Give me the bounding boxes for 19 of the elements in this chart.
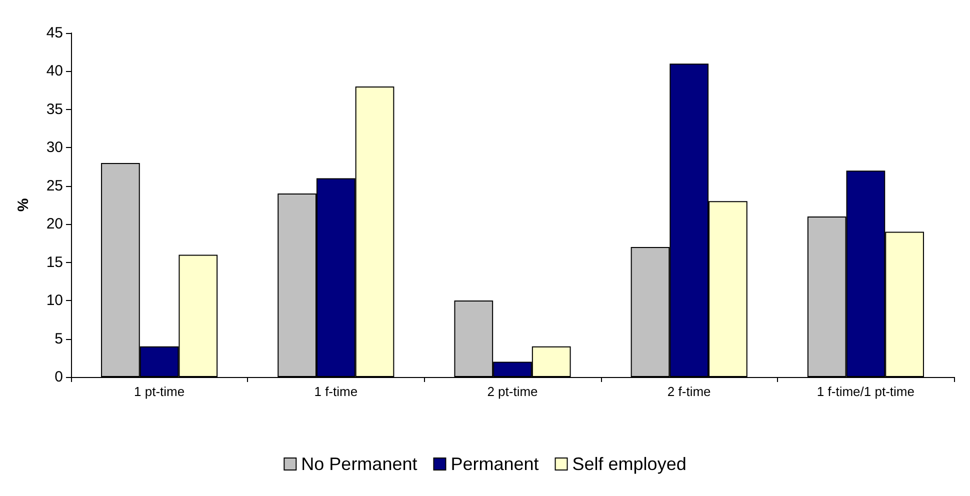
- y-tick-label: 10: [46, 292, 63, 310]
- y-tick-label: 30: [46, 139, 63, 156]
- y-tick-label: 40: [46, 62, 63, 80]
- y-axis-title: %: [15, 198, 32, 212]
- y-tick-label: 5: [54, 330, 63, 348]
- x-tick-label: 2 pt-time: [487, 384, 538, 399]
- legend-label: Self employed: [572, 454, 686, 474]
- x-tick-label: 2 f-time: [667, 384, 711, 399]
- y-tick-label: 35: [46, 100, 63, 118]
- y-tick-label: 45: [46, 24, 63, 42]
- legend-label: Permanent: [450, 454, 539, 474]
- x-tick-label: 1 f-time/1 pt-time: [816, 384, 914, 399]
- legend-label: No Permanent: [301, 454, 418, 474]
- x-tick-label: 1 pt-time: [134, 384, 185, 399]
- y-tick-label: 25: [46, 177, 63, 194]
- y-tick-label: 0: [54, 368, 63, 386]
- y-tick-label: 20: [46, 216, 63, 233]
- y-tick-label: 15: [46, 254, 63, 271]
- x-tick-label: 1 f-time: [314, 384, 358, 399]
